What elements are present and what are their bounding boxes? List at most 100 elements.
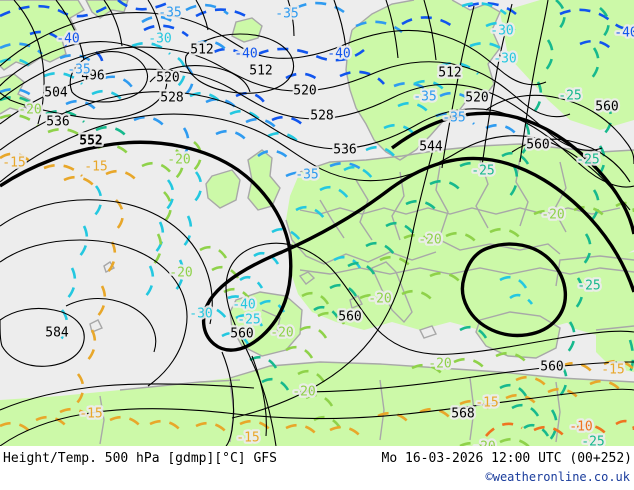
height-contour-label-halo: 528 [160,91,183,106]
height-contour-label: 528 [160,91,183,106]
temp-contour-label-halo: -20 [270,326,293,341]
coastline-layer [0,0,634,445]
height-contour-label: 552 [79,134,102,149]
height-contour-label: 568 [451,407,474,422]
temp-contour-label-halo: -15 [601,363,624,378]
temp-contour-label-halo: -25 [471,164,494,179]
temp-contour-label: -35 [413,90,436,105]
temp-contour-label-halo: -15 [236,431,259,446]
height-contour-label-halo: 520 [156,71,179,86]
temp-contour-label-halo: -25 [237,313,260,328]
temp-contour-label-halo: -20 [418,233,441,248]
map-footer: Height/Temp. 500 hPa [gdmp][°C] GFS Mo 1… [0,446,634,490]
height-contour-label: 536 [333,143,356,158]
height-contour-label-halo: 560 [540,360,563,375]
temp-contour-label: -15 [601,363,624,378]
height-contour-label: 560 [230,327,253,342]
temp-contour-label: -20 [472,440,495,447]
height-contour-label: 536 [46,115,69,130]
temp-contour-label: -30 [490,24,513,39]
height-contour-label-halo: 568 [451,407,474,422]
temp-contour-label: -20 [18,103,41,118]
temp-contour-label-halo: -15 [79,407,102,422]
height-contour-label-halo: 552 [79,134,102,149]
temp-contour-label: -35 [295,168,318,183]
temp-contour-label: -20 [368,292,391,307]
height-contour-label: 560 [540,360,563,375]
temp-contour-label-halo: -30 [189,307,212,322]
height-contour-label: 496 [81,69,104,84]
height-contour-label: 584 [45,326,69,341]
temp-contour-label-halo: -25 [581,435,604,447]
height-contour-layer [0,0,634,446]
temp-contour-label: -30 [148,32,171,47]
height-contour-label-halo: 560 [230,327,253,342]
temp-contour-label: -40 [327,47,350,62]
height-contour-label: 504 [44,86,68,101]
temp-contour-label: -25 [576,153,599,168]
height-contour-label: 560 [526,138,549,153]
height-contour-label-halo: 536 [333,143,356,158]
height-contour-label: 512 [190,43,213,58]
temp-contour-label: -25 [577,279,600,294]
temp-contour-label: -25 [237,313,260,328]
temp-contour-label-halo: -40 [327,47,350,62]
temp-contour-label-halo: -20 [428,357,451,372]
height-contour-label-halo: 560 [595,100,618,115]
temp-contour-label: -35 [67,63,90,78]
footer-copyright-link[interactable]: ©weatheronline.co.uk [485,470,631,484]
height-contour-label-halo: 560 [526,138,549,153]
temp-contour-label: -40 [56,32,79,47]
temp-contour-label: -15 [236,431,259,446]
height-contour-label-halo: 528 [310,109,333,124]
height-contour-label-halo: 512 [190,43,213,58]
temp-contour-label-halo: -35 [413,90,436,105]
temp-contour-label: -15 [2,156,25,171]
temp-contour-label: -20 [169,266,192,281]
height-contour-label: 512 [249,64,272,79]
temp-contour-label-halo: -30 [493,52,516,67]
temp-contour-label: -20 [270,326,293,341]
temp-contour-label-halo: -35 [442,111,465,126]
height-contour-label: 520 [156,71,179,86]
temp-contour-label: -25 [581,435,604,447]
temp-contour-label-halo: -20 [368,292,391,307]
temperature-contour-labels: -40-40-40-40 -40-40-40-40-40-40-35-35-35-… [0,3,634,447]
temp-contour-label-halo: -35 [275,7,298,22]
temperature-contour-layer [0,0,634,446]
height-contour-label-halo: 536 [46,115,69,130]
temp-contour-label-halo: -15 [2,156,25,171]
temp-contour-label-halo: -20 [472,440,495,447]
temp-contour-label: -25 [558,89,581,104]
height-contour-label-halo: 520 [293,84,316,99]
height-contour-label-halo: 584 [45,326,69,341]
height-contour-label-halo: 504 [44,86,68,101]
height-contour-label: 528 [310,109,333,124]
temp-contour-label: -20 [541,208,564,223]
height-contour-label: 512 [438,66,461,81]
footer-parameter-label: Height/Temp. 500 hPa [gdmp][°C] GFS [3,451,277,466]
temp-contour-label: -35 [275,7,298,22]
temp-contour-label-halo: -25 [577,279,600,294]
height-contour-label-halo: 512 [438,66,461,81]
height-contour-label: 560 [338,310,361,325]
temp-contour-label-halo: -25 [558,89,581,104]
height-contour-label-halo: 520 [465,91,488,106]
temp-contour-label: -35 [158,6,181,21]
height-contour-label: 520 [293,84,316,99]
height-contour-label-halo: 512 [249,64,272,79]
temp-contour-label: -30 [189,307,212,322]
temp-contour-label-halo: -20 [169,266,192,281]
map-canvas[interactable]: 496 496 504 504 512 512 512 512 512 512 520 520 520 5… [0,0,634,446]
temp-contour-label: -20 [428,357,451,372]
temp-contour-label-halo: -35 [295,168,318,183]
temp-contour-label-halo: -40 [234,47,257,62]
temp-contour-label-halo: -35 [67,63,90,78]
temp-contour-label: -20 [418,233,441,248]
height-contour-label-halo: 496 [81,69,104,84]
temp-contour-label-halo: -15 [84,160,107,175]
temp-contour-label: -10 [569,420,592,435]
